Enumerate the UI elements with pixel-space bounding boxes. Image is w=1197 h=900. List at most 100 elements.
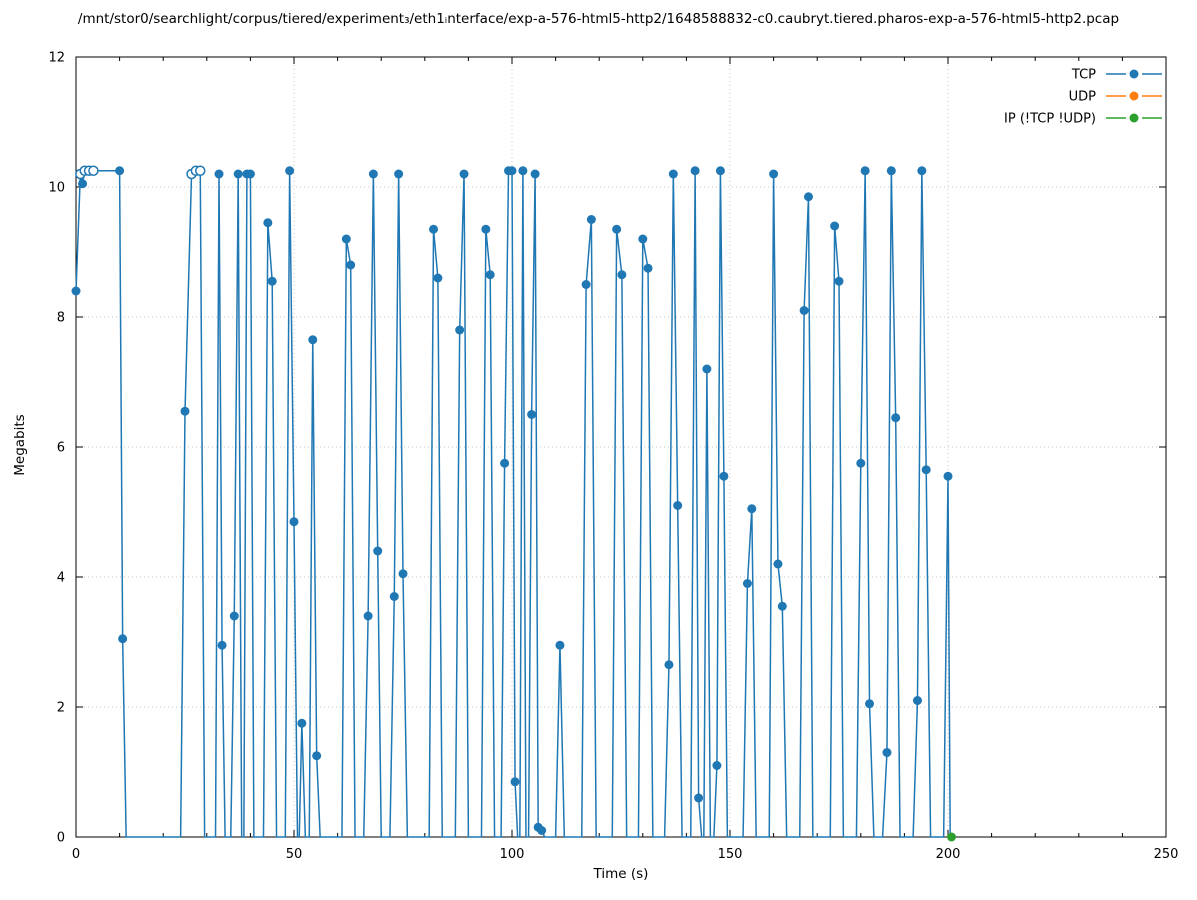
data-point	[537, 826, 547, 835]
data-point	[581, 280, 591, 289]
data-point	[229, 611, 239, 621]
data-point	[346, 260, 356, 270]
data-point	[921, 465, 931, 475]
data-point	[886, 166, 896, 176]
data-point	[180, 406, 190, 416]
data-point	[88, 165, 99, 176]
data-point	[834, 276, 844, 286]
data-point	[673, 501, 683, 510]
data-point	[702, 364, 712, 374]
data-point	[694, 793, 704, 803]
data-point	[830, 221, 840, 231]
legend-label-tcp: TCP	[1071, 68, 1096, 83]
data-point	[510, 777, 520, 787]
data-point	[455, 325, 465, 335]
data-point	[485, 270, 495, 280]
data-point	[500, 458, 510, 468]
data-point	[617, 270, 627, 280]
x-tick-label: 50	[286, 847, 303, 862]
data-point	[773, 559, 783, 569]
data-point	[612, 224, 622, 234]
data-point	[860, 166, 870, 176]
data-point	[530, 169, 540, 179]
x-tick-label: 100	[500, 847, 525, 862]
legend-sample-marker	[1129, 91, 1139, 101]
data-point	[373, 546, 383, 556]
data-point	[217, 640, 227, 650]
data-point	[586, 215, 596, 224]
data-point	[233, 169, 243, 179]
data-point	[946, 832, 956, 842]
data-point	[118, 634, 128, 644]
data-point	[712, 761, 722, 770]
legend-label-ip-tcp-udp-: IP (!TCP !UDP)	[1004, 112, 1096, 127]
y-tick-label: 0	[57, 831, 65, 846]
data-point	[481, 224, 491, 234]
data-point	[214, 169, 224, 179]
data-point	[664, 660, 674, 670]
data-point	[507, 166, 517, 176]
data-point	[891, 413, 901, 423]
legend-sample-marker	[1129, 69, 1139, 79]
x-tick-label: 250	[1154, 847, 1179, 862]
data-point	[363, 611, 373, 621]
y-tick-label: 6	[57, 441, 65, 456]
legend-label-udp: UDP	[1069, 90, 1097, 105]
data-point	[715, 166, 725, 176]
data-point	[263, 218, 273, 228]
data-point	[668, 169, 678, 179]
data-point	[308, 335, 318, 345]
data-point	[245, 169, 255, 179]
x-tick-label: 0	[72, 847, 80, 862]
y-tick-label: 2	[57, 701, 65, 716]
data-point	[429, 224, 439, 234]
data-point	[394, 169, 404, 179]
data-point	[398, 569, 408, 579]
data-point	[71, 286, 81, 296]
data-point	[742, 579, 752, 588]
data-point	[917, 166, 927, 176]
data-point	[289, 517, 299, 527]
chart-title: /mnt/stor0/searchlight/corpus/tiered/exp…	[77, 11, 1120, 27]
data-point	[297, 718, 307, 728]
data-point	[389, 592, 399, 601]
data-point	[912, 696, 922, 705]
data-point	[865, 699, 875, 709]
data-point	[777, 601, 787, 611]
data-point	[799, 306, 809, 315]
x-tick-label: 150	[718, 847, 743, 862]
data-point	[943, 471, 953, 481]
series-line-tcp	[75, 170, 951, 838]
y-tick-label: 12	[48, 51, 65, 66]
data-point	[643, 263, 653, 273]
data-point	[518, 166, 528, 176]
data-point	[341, 234, 351, 244]
data-point	[856, 458, 866, 468]
data-point	[719, 471, 729, 481]
data-point	[285, 166, 295, 176]
x-axis-label: Time (s)	[593, 866, 649, 882]
y-tick-label: 4	[57, 571, 65, 586]
x-tick-label: 200	[936, 847, 961, 862]
data-point	[312, 751, 322, 761]
data-point	[195, 165, 206, 176]
data-point	[803, 192, 813, 202]
data-point	[882, 748, 892, 757]
data-point	[769, 169, 779, 179]
data-point	[638, 234, 648, 244]
data-point	[78, 179, 88, 189]
y-tick-label: 10	[48, 181, 65, 196]
data-point	[690, 166, 700, 176]
data-point	[459, 169, 469, 179]
y-tick-label: 8	[57, 311, 65, 326]
data-point	[368, 169, 378, 179]
data-point	[555, 640, 565, 650]
data-point	[527, 410, 537, 419]
legend-sample-marker	[1129, 113, 1139, 123]
data-point	[433, 273, 443, 283]
data-point	[747, 504, 757, 514]
data-point	[115, 166, 125, 176]
data-point	[267, 276, 277, 286]
